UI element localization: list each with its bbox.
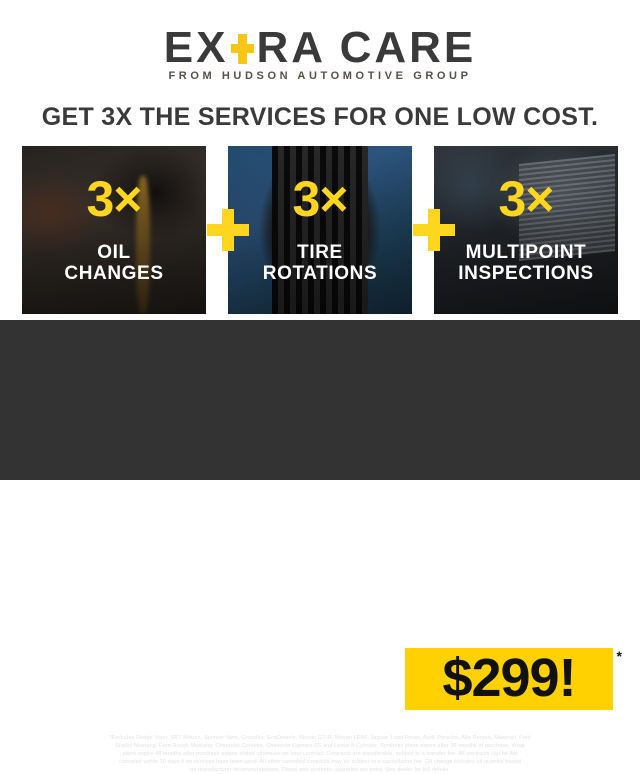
for-only-line2: ONLY [354, 678, 396, 695]
value-amount: $359 [28, 651, 120, 698]
service-multiplier: 3× [292, 171, 348, 227]
service-multiplier: 3× [498, 171, 554, 227]
service-card-tire-rotations: 3× TIRE ROTATIONS [228, 146, 412, 314]
oil-pour-photo [22, 146, 206, 314]
service-card-multipoint-inspections: 3× MULTIPOINT INSPECTIONS [434, 146, 618, 314]
logo-text-end: RA CARE [256, 23, 477, 72]
asterisk-marker: * [616, 648, 622, 664]
offer-price: $299! [442, 648, 576, 708]
disclaimer-line: plans expire 48 months after purchase un… [122, 751, 518, 757]
service-label-line2: ROTATIONS [262, 263, 378, 285]
plus-icon [229, 34, 255, 64]
page-title: GET 3X THE SERVICES FOR ONE LOW COST. [41, 103, 599, 131]
for-only-label: FOR ONLY [348, 661, 402, 696]
photo-scrim [228, 146, 412, 314]
advertisement-poster: EX RA CARE FROM HUDSON AUTOMOTIVE GROUP G… [0, 0, 640, 480]
services-panel-group: 3× OIL CHANGES 3× TIRE ROTATIONS 3× MULT… [22, 146, 618, 314]
photo-scrim [22, 146, 206, 314]
for-only-line1: FOR [358, 661, 392, 677]
plus-icon [207, 209, 249, 251]
offer-banner: $359.95 VALUE FOR ONLY $299! * *Excludes … [0, 320, 640, 773]
value-word: VALUE [159, 651, 302, 698]
disclaimer-line: on manufacturer recommendations. Diesel … [190, 767, 450, 773]
service-label: OIL CHANGES [22, 242, 206, 285]
value-cents: .95 [119, 657, 146, 678]
logo-text-start: EX [163, 23, 229, 72]
service-label-line2: CHANGES [64, 263, 164, 285]
price-highlight-box: $299! * [405, 648, 622, 710]
tire-photo [228, 146, 412, 314]
plus-icon [413, 209, 455, 251]
service-label: TIRE ROTATIONS [228, 242, 412, 285]
service-label-line1: MULTIPOINT [465, 242, 587, 263]
value-price: $359.95 VALUE [28, 654, 302, 696]
service-label: MULTIPOINT INSPECTIONS [434, 242, 618, 285]
service-card-oil-changes: 3× OIL CHANGES [22, 146, 206, 314]
photo-scrim [434, 146, 618, 314]
disclaimer-text: *Excludes Dodge Viper, SRT Motors, Sprin… [26, 734, 614, 774]
header-section: EX RA CARE FROM HUDSON AUTOMOTIVE GROUP G… [0, 0, 640, 140]
brand-tagline: FROM HUDSON AUTOMOTIVE GROUP [168, 70, 472, 82]
service-label-line1: OIL [97, 242, 131, 263]
service-label-line1: TIRE [297, 242, 343, 263]
brand-logo: EX RA CARE [0, 26, 640, 70]
diagnostics-laptop-photo [434, 146, 618, 314]
disclaimer-line: Shelby Mustang, Ford Roush Mustang, Chev… [115, 743, 525, 749]
disclaimer-line: canceled within 30 days if no services h… [119, 759, 521, 765]
disclaimer-line: *Excludes Dodge Viper, SRT Motors, Sprin… [109, 735, 531, 741]
service-label-line2: INSPECTIONS [458, 263, 594, 285]
service-multiplier: 3× [86, 171, 142, 227]
